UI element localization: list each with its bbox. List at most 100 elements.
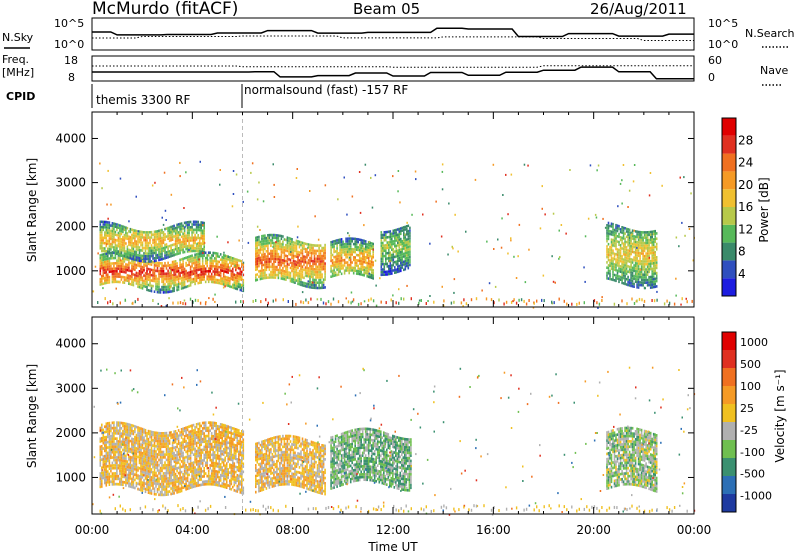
power-cell (265, 276, 268, 280)
power-cell (155, 274, 157, 278)
power-cell (324, 254, 326, 257)
power-cell (652, 238, 655, 241)
power-cell (110, 224, 112, 227)
power-cell (189, 236, 192, 240)
power-ground-speck (643, 299, 646, 303)
power-cell (639, 246, 641, 250)
power-cell (301, 249, 304, 253)
power-cell (239, 267, 242, 271)
velocity-cell (137, 482, 139, 486)
power-cell (186, 279, 189, 283)
power-cell (372, 242, 374, 246)
velocity-cell (165, 477, 168, 480)
power-cell (382, 241, 384, 245)
power-speck (685, 297, 687, 300)
power-cell (370, 268, 373, 272)
power-cell (351, 237, 353, 240)
velocity-cell (107, 475, 109, 479)
power-cell (330, 241, 332, 244)
power-cell (609, 224, 611, 228)
power-cell (300, 251, 302, 255)
velocity-cell (149, 481, 151, 484)
power-cell (331, 259, 334, 262)
power-cell (258, 241, 260, 244)
power-cell (173, 286, 175, 290)
power-cell (102, 263, 105, 267)
power-cell (397, 244, 399, 247)
velocity-cell (131, 424, 133, 427)
power-cell (271, 233, 274, 237)
power-cell (276, 239, 278, 242)
power-cell (318, 247, 320, 250)
power-cell (155, 251, 157, 255)
power-cell (627, 254, 629, 258)
power-cell (346, 263, 349, 267)
power-cell (618, 227, 620, 231)
power-cell (383, 246, 386, 250)
power-cell (649, 230, 652, 234)
power-speck (632, 180, 635, 183)
velocity-cell (111, 432, 114, 435)
power-cell (355, 259, 358, 262)
power-cell (262, 237, 265, 240)
velocity-data-layer (92, 366, 696, 516)
power-speck (440, 235, 443, 238)
velocity-cell (126, 481, 129, 485)
power-cell (189, 273, 192, 276)
power-cell (355, 264, 358, 267)
power-cell (395, 263, 398, 266)
velocity-cell (143, 465, 145, 469)
power-ground-speck (197, 299, 199, 303)
power-cell (385, 270, 387, 274)
velocity-cell (146, 453, 148, 457)
velocity-cell (110, 448, 112, 452)
power-cell (612, 249, 614, 252)
power-speck (518, 223, 521, 226)
power-cell (144, 264, 147, 267)
power-cell (191, 272, 193, 276)
power-cell (346, 261, 349, 264)
power-cell (230, 256, 233, 260)
power-cell (129, 269, 132, 273)
power-cell (188, 226, 190, 229)
power-speck (164, 209, 167, 212)
power-cell (146, 270, 148, 273)
power-cell (634, 243, 637, 246)
power-cell (204, 262, 207, 265)
power-cell (631, 269, 634, 272)
power-cell (654, 285, 656, 289)
velocity-cell (170, 436, 172, 440)
power-cell (357, 238, 359, 241)
velocity-cell (146, 442, 148, 446)
power-cell (615, 245, 617, 248)
power-cell (388, 272, 390, 276)
power-cell (297, 253, 299, 256)
velocity-cell (122, 464, 124, 468)
power-ground-speck (184, 302, 187, 306)
power-cell (134, 276, 136, 279)
power-cell (380, 252, 383, 255)
velocity-cell (156, 447, 159, 451)
power-ground-speck (192, 300, 194, 304)
power-cell (256, 278, 259, 282)
power-cell (646, 262, 649, 266)
velocity-cell (105, 451, 108, 455)
velocity-cell (156, 466, 159, 470)
velocity-cell (125, 462, 127, 466)
power-cell (352, 266, 355, 270)
power-cell (651, 256, 653, 260)
power-cell (153, 246, 156, 249)
power-cell (318, 252, 320, 255)
power-speck (628, 189, 631, 192)
power-speck (539, 227, 542, 230)
power-cell (146, 233, 148, 237)
power-cell (186, 256, 189, 259)
power-cell (271, 254, 274, 258)
power-cell (222, 269, 225, 273)
power-cell (640, 236, 643, 239)
power-cell (170, 233, 172, 237)
power-cell (107, 223, 109, 227)
power-cell (261, 272, 263, 275)
velocity-cell (161, 437, 163, 440)
power-cell (195, 258, 198, 261)
